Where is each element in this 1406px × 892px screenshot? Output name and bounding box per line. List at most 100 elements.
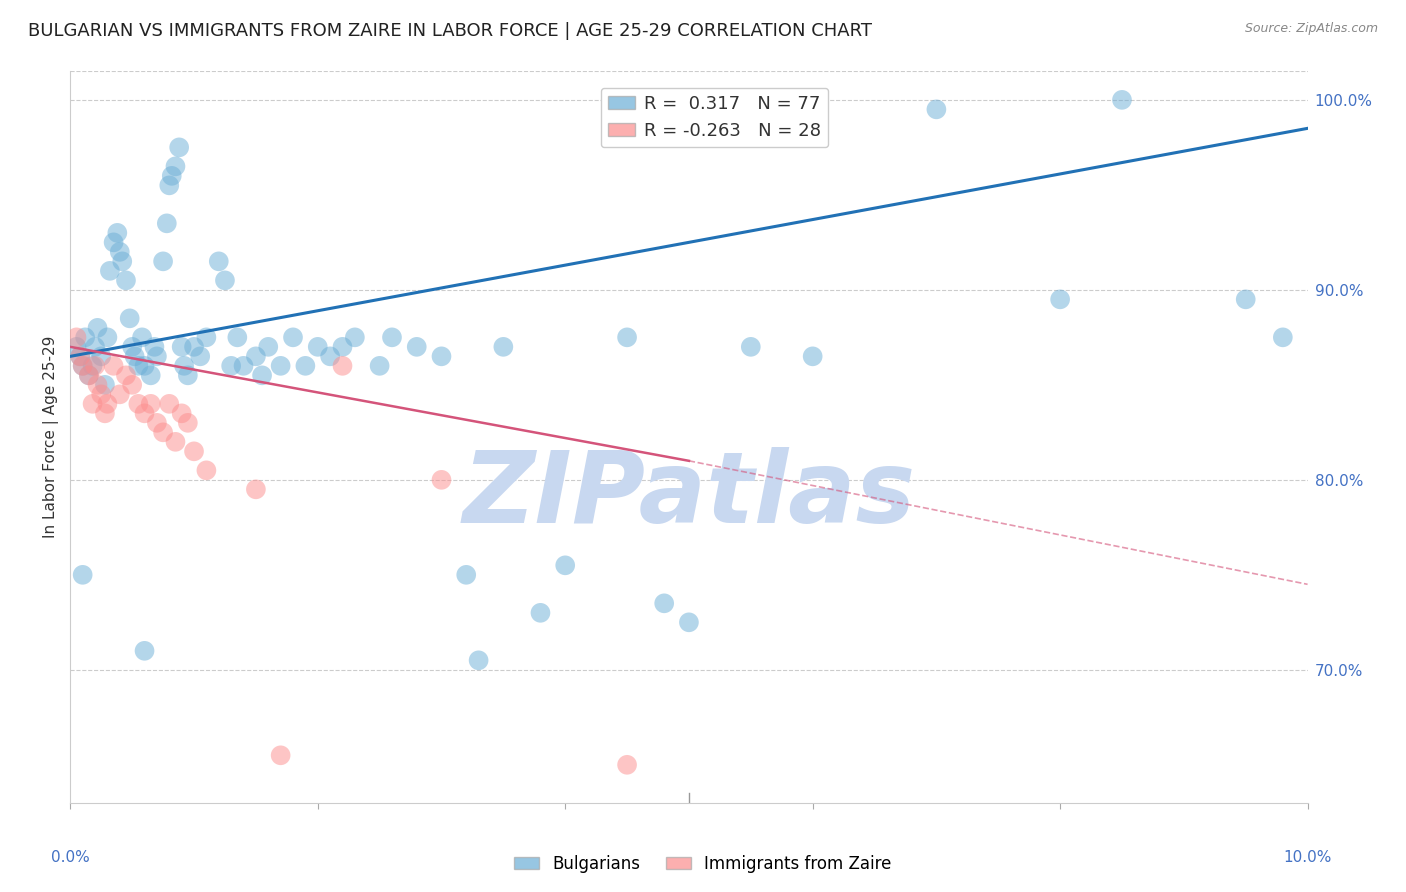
- Point: [127, 359, 149, 373]
- Point: [134, 359, 156, 373]
- Point: [1111, 93, 1133, 107]
- Point: [108, 387, 131, 401]
- Point: [270, 359, 292, 373]
- Point: [167, 140, 190, 154]
- Point: [177, 416, 200, 430]
- Point: [368, 359, 391, 373]
- Point: [94, 406, 117, 420]
- Point: [307, 340, 329, 354]
- Point: [156, 216, 179, 230]
- Point: [118, 311, 141, 326]
- Point: [65, 330, 87, 344]
- Point: [245, 483, 267, 497]
- Point: [131, 330, 153, 344]
- Text: ZIPatlas: ZIPatlas: [463, 447, 915, 544]
- Point: [152, 254, 174, 268]
- Point: [245, 349, 267, 363]
- Point: [740, 340, 762, 354]
- Point: [294, 359, 316, 373]
- Point: [157, 178, 180, 193]
- Point: [84, 340, 107, 354]
- Point: [127, 397, 149, 411]
- Point: [111, 254, 134, 268]
- Point: [121, 377, 143, 392]
- Point: [381, 330, 404, 344]
- Point: [65, 340, 87, 354]
- Point: [139, 397, 162, 411]
- Point: [232, 359, 254, 373]
- Point: [103, 235, 125, 250]
- Point: [86, 377, 108, 392]
- Point: [430, 473, 453, 487]
- Point: [108, 244, 131, 259]
- Point: [678, 615, 700, 630]
- Point: [652, 596, 675, 610]
- Point: [214, 273, 236, 287]
- Point: [86, 321, 108, 335]
- Point: [430, 349, 453, 363]
- Point: [103, 359, 125, 373]
- Point: [208, 254, 231, 268]
- Point: [146, 416, 169, 430]
- Point: [281, 330, 304, 344]
- Point: [188, 349, 211, 363]
- Text: Source: ZipAtlas.com: Source: ZipAtlas.com: [1244, 22, 1378, 36]
- Point: [72, 359, 94, 373]
- Point: [165, 434, 187, 449]
- Point: [257, 340, 280, 354]
- Point: [332, 340, 354, 354]
- Point: [170, 406, 193, 420]
- Y-axis label: In Labor Force | Age 25-29: In Labor Force | Age 25-29: [44, 336, 59, 538]
- Point: [195, 463, 218, 477]
- Point: [250, 368, 273, 383]
- Point: [77, 368, 100, 383]
- Point: [319, 349, 342, 363]
- Point: [1049, 293, 1071, 307]
- Point: [270, 748, 292, 763]
- Point: [96, 330, 118, 344]
- Point: [115, 368, 138, 383]
- Text: 0.0%: 0.0%: [51, 850, 90, 865]
- Point: [69, 349, 91, 363]
- Point: [529, 606, 551, 620]
- Point: [467, 653, 489, 667]
- Point: [143, 340, 166, 354]
- Point: [332, 359, 354, 373]
- Point: [183, 340, 205, 354]
- Point: [75, 330, 97, 344]
- Point: [165, 159, 187, 173]
- Point: [343, 330, 366, 344]
- Point: [90, 349, 112, 363]
- Point: [616, 757, 638, 772]
- Point: [84, 359, 107, 373]
- Point: [170, 340, 193, 354]
- Point: [139, 368, 162, 383]
- Point: [1234, 293, 1257, 307]
- Point: [115, 273, 138, 287]
- Point: [121, 340, 143, 354]
- Point: [82, 397, 104, 411]
- Legend: R =  0.317   N = 77, R = -0.263   N = 28: R = 0.317 N = 77, R = -0.263 N = 28: [600, 87, 828, 147]
- Point: [492, 340, 515, 354]
- Point: [134, 406, 156, 420]
- Point: [69, 349, 91, 363]
- Point: [160, 169, 183, 183]
- Point: [173, 359, 195, 373]
- Point: [72, 567, 94, 582]
- Point: [177, 368, 200, 383]
- Point: [1271, 330, 1294, 344]
- Point: [72, 359, 94, 373]
- Point: [77, 368, 100, 383]
- Point: [616, 330, 638, 344]
- Point: [90, 387, 112, 401]
- Point: [219, 359, 242, 373]
- Point: [157, 397, 180, 411]
- Point: [105, 226, 128, 240]
- Point: [925, 103, 948, 117]
- Point: [554, 558, 576, 573]
- Point: [94, 377, 117, 392]
- Point: [801, 349, 824, 363]
- Point: [98, 264, 121, 278]
- Point: [183, 444, 205, 458]
- Point: [456, 567, 478, 582]
